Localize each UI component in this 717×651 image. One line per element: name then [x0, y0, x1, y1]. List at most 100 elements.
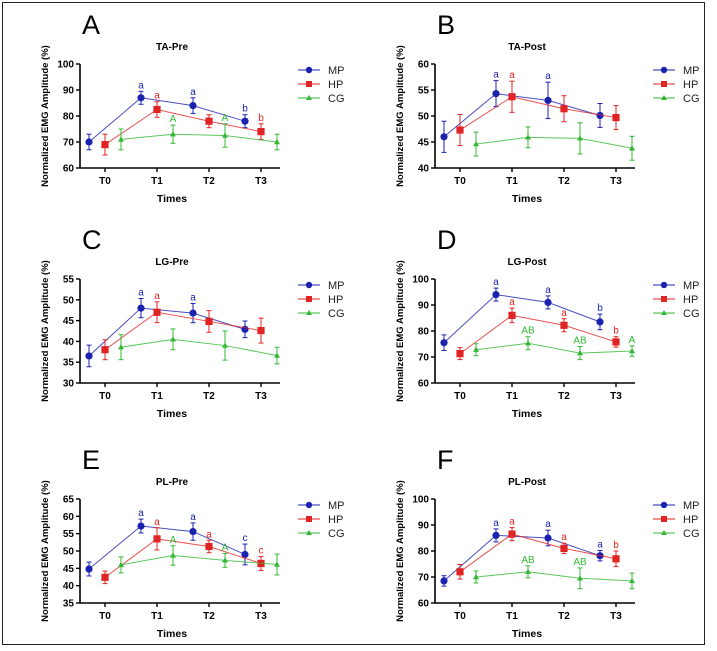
- data-point: [456, 126, 464, 134]
- significance-label: a: [154, 91, 160, 102]
- chart-title: LG-Post: [508, 257, 548, 268]
- data-point: [118, 344, 124, 350]
- data-point: [274, 352, 280, 358]
- data-point: [508, 311, 516, 319]
- y-tick-label: 40: [63, 337, 75, 348]
- data-point: [629, 145, 635, 151]
- data-point: [101, 573, 109, 581]
- data-point: [118, 561, 124, 568]
- significance-label: a: [493, 277, 499, 288]
- data-point: [118, 136, 124, 142]
- significance-label: a: [493, 518, 499, 529]
- panel-letter: F: [437, 445, 454, 475]
- y-tick-label: 50: [418, 112, 430, 123]
- y-tick-label: 60: [418, 379, 430, 390]
- data-point: [153, 105, 161, 114]
- legend-marker: [661, 95, 667, 100]
- legend-label: HP: [683, 79, 698, 91]
- data-point: [170, 336, 176, 342]
- series-line: [443, 294, 601, 344]
- data-point: [85, 138, 93, 146]
- data-point: [189, 527, 197, 536]
- significance-label: b: [613, 326, 619, 337]
- x-tick-label: T2: [558, 611, 570, 622]
- y-axis-label: Normalized EMG Amplitude (%): [40, 45, 51, 187]
- legend-marker: [306, 81, 312, 87]
- legend-label: CG: [328, 528, 345, 540]
- legend-label: HP: [328, 514, 343, 526]
- significance-label: a: [545, 519, 551, 530]
- significance-label: a: [509, 517, 515, 528]
- series-CG: CG: [473, 93, 700, 161]
- x-tick-label: T3: [255, 176, 267, 187]
- x-tick-label: T0: [454, 611, 466, 622]
- y-tick-label: 55: [418, 86, 430, 97]
- series-line: [88, 307, 246, 357]
- legend-marker: [306, 95, 312, 100]
- significance-label: AB: [521, 555, 535, 566]
- series-line: [475, 136, 633, 149]
- series-line: [88, 525, 246, 570]
- legend-marker: [305, 66, 313, 74]
- data-point: [257, 128, 265, 136]
- data-point: [577, 575, 583, 581]
- legend-label: MP: [328, 65, 345, 77]
- legend-marker: [306, 310, 312, 315]
- y-tick-label: 100: [57, 60, 74, 71]
- series-line: [88, 97, 246, 143]
- legend-label: HP: [683, 514, 698, 526]
- data-point: [596, 111, 604, 120]
- x-tick-label: T3: [610, 611, 622, 622]
- data-point: [241, 550, 249, 559]
- significance-label: a: [138, 80, 144, 91]
- legend-marker: [661, 310, 667, 315]
- data-point: [525, 134, 531, 140]
- data-point: [473, 573, 479, 580]
- data-point: [544, 298, 552, 306]
- legend-label: HP: [683, 294, 698, 306]
- panel-E: E PL-Pre 35 40 45 50 55 60 65 T0 T1 T2 T3 Times Normal…: [40, 445, 345, 640]
- panel-D: D LG-Post 60 70 80 90 100 T0 T1 T2 T3 Times Normaliz…: [395, 225, 700, 420]
- data-point: [492, 291, 500, 299]
- y-tick-label: 55: [63, 275, 75, 286]
- series-line: [104, 108, 262, 146]
- x-tick-label: T3: [255, 391, 267, 402]
- significance-label: a: [561, 308, 567, 319]
- x-tick-label: T1: [151, 176, 163, 187]
- x-tick-label: T1: [151, 611, 163, 622]
- x-tick-label: T0: [454, 176, 466, 187]
- significance-label: a: [597, 539, 603, 550]
- data-point: [612, 338, 620, 346]
- y-tick-label: 90: [63, 86, 75, 97]
- significance-label: a: [154, 291, 160, 302]
- data-point: [560, 544, 568, 552]
- panel-C: C LG-Pre 30 35 40 45 50 55 T0 T1 T2 T3 Times Normaliz…: [40, 225, 345, 420]
- data-point: [508, 530, 516, 538]
- x-tick-label: T3: [610, 391, 622, 402]
- data-point: [137, 304, 145, 312]
- x-axis-label: Times: [512, 408, 542, 420]
- legend-label: HP: [328, 79, 343, 91]
- significance-label: a: [206, 529, 212, 540]
- significance-label: c: [259, 546, 264, 557]
- panel-letter: A: [82, 10, 100, 40]
- legend-label: MP: [328, 280, 345, 292]
- y-tick-label: 90: [418, 301, 430, 312]
- series-HP: a HP: [456, 70, 698, 147]
- x-axis-label: Times: [512, 193, 542, 205]
- data-point: [473, 140, 479, 147]
- y-tick-label: 40: [418, 164, 430, 175]
- series-line: [443, 93, 601, 138]
- legend-label: MP: [683, 500, 700, 512]
- data-point: [241, 325, 249, 333]
- significance-label: a: [190, 512, 196, 523]
- series-line: [104, 311, 262, 351]
- legend-label: CG: [683, 308, 700, 320]
- panel-A: A TA-Pre 60 70 80 90 100 T0 T1 T2 T3 Times Normalize…: [40, 10, 345, 205]
- data-point: [440, 577, 448, 585]
- significance-label: a: [138, 508, 144, 519]
